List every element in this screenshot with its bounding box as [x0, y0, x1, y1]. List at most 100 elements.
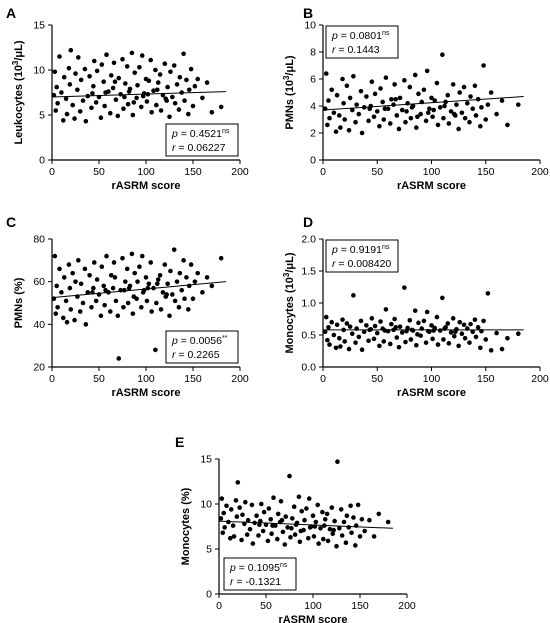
- data-point: [59, 90, 64, 95]
- data-point: [409, 105, 415, 110]
- data-point: [389, 96, 394, 102]
- data-point: [107, 309, 113, 314]
- data-point: [399, 330, 405, 335]
- data-point: [462, 335, 468, 341]
- p-value-text: p = 0.0056**: [171, 335, 228, 347]
- data-point: [387, 121, 393, 126]
- data-point: [374, 109, 380, 114]
- data-point: [467, 340, 472, 345]
- data-point: [434, 80, 440, 86]
- data-point: [391, 102, 396, 107]
- data-point: [481, 318, 486, 324]
- data-point: [243, 499, 248, 505]
- data-point: [268, 517, 274, 522]
- data-point: [402, 78, 407, 83]
- data-point: [488, 90, 494, 95]
- data-point: [445, 321, 451, 326]
- y-axis-title: Monocytes (%): [180, 487, 192, 565]
- data-point: [456, 126, 461, 132]
- data-point: [221, 510, 226, 516]
- data-point: [154, 87, 160, 93]
- data-point: [280, 529, 286, 535]
- data-point: [126, 89, 132, 94]
- data-point: [358, 318, 364, 324]
- data-point: [336, 335, 342, 341]
- data-point: [408, 115, 414, 121]
- data-point: [431, 107, 436, 113]
- data-point: [310, 513, 316, 518]
- y-tick-label: 2: [310, 128, 316, 140]
- data-point: [149, 309, 154, 314]
- data-point: [113, 97, 119, 102]
- y-tick-label: 2.0: [301, 234, 316, 246]
- data-point: [356, 111, 362, 117]
- data-point: [348, 503, 353, 509]
- data-point: [107, 110, 113, 116]
- x-tick-label: 200: [531, 373, 549, 385]
- data-point: [129, 50, 135, 56]
- data-point: [54, 84, 59, 90]
- data-point: [143, 275, 149, 280]
- data-point: [250, 541, 256, 546]
- data-point: [271, 495, 276, 501]
- stats-box: [165, 330, 239, 364]
- data-point: [289, 526, 294, 531]
- data-point: [144, 99, 150, 104]
- data-point: [488, 348, 494, 353]
- data-point: [103, 90, 108, 95]
- data-point: [157, 272, 163, 278]
- data-point: [167, 114, 172, 120]
- y-tick-label: 6: [310, 74, 316, 86]
- chart-panel-e: E 0 50 100 150 200 0 5 10 15 rASRM score Monocytes …: [175, 434, 416, 623]
- data-point: [66, 65, 72, 71]
- data-point: [111, 60, 117, 66]
- data-point: [61, 275, 67, 280]
- y-tick-label: 4: [310, 101, 316, 113]
- y-tick-label: 0: [206, 589, 212, 601]
- data-point: [408, 337, 414, 342]
- data-point: [162, 61, 168, 66]
- y-tick-label: 15: [33, 20, 45, 32]
- data-point: [327, 342, 332, 347]
- data-point: [68, 47, 74, 53]
- data-point: [341, 101, 346, 106]
- stats-box: [223, 557, 297, 591]
- data-point: [457, 90, 463, 95]
- data-point: [113, 298, 119, 304]
- x-tick-label: 0: [320, 373, 326, 385]
- x-tick-label: 200: [231, 373, 249, 385]
- chart-panel-b: B 0 50 100 150 200 0 2 4 6 8 10 rASRM score PMNs (103…: [282, 5, 549, 192]
- data-point: [237, 505, 242, 510]
- data-point: [283, 514, 289, 519]
- data-point: [115, 113, 121, 119]
- data-point: [108, 73, 114, 78]
- data-point: [441, 337, 446, 342]
- data-point: [219, 496, 225, 501]
- x-tick-label: 50: [93, 166, 105, 178]
- data-point: [385, 519, 391, 525]
- data-point: [155, 277, 161, 282]
- panel-letter: B: [303, 5, 313, 21]
- data-point: [270, 523, 275, 528]
- data-point: [334, 322, 340, 328]
- data-point: [371, 534, 377, 539]
- data-point: [158, 307, 164, 312]
- data-point: [322, 517, 328, 522]
- data-point: [89, 105, 94, 111]
- data-point: [412, 72, 418, 78]
- data-point: [351, 515, 356, 520]
- data-point: [52, 69, 58, 75]
- data-point: [429, 95, 434, 101]
- data-point: [80, 98, 86, 103]
- y-tick-label: 15: [200, 454, 212, 466]
- data-point: [347, 324, 353, 329]
- data-point: [139, 304, 144, 310]
- data-point: [228, 507, 234, 512]
- data-point: [381, 339, 387, 344]
- data-point: [372, 323, 378, 329]
- data-point: [99, 264, 105, 270]
- data-point: [478, 123, 483, 129]
- data-point: [218, 516, 224, 521]
- data-point: [376, 511, 382, 517]
- data-point: [356, 334, 362, 340]
